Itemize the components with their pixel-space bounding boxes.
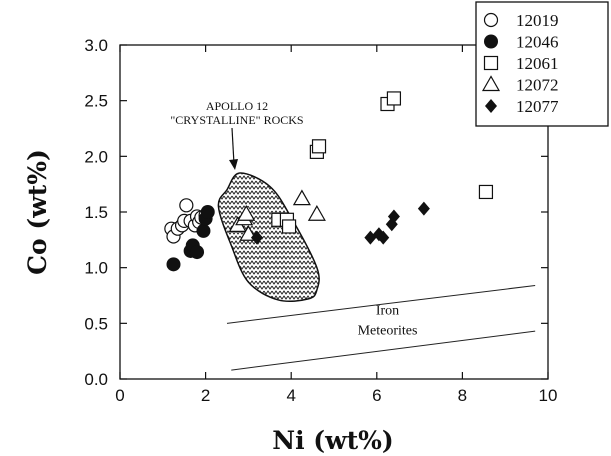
point-12061-open-square [281,219,297,234]
y-tick-label: 2.0 [84,147,108,166]
x-axis-title: Ni (wt%) [272,426,394,455]
region-label-arrow [231,127,235,165]
iron-meteorites-label-line2: Meteorites [358,323,418,338]
crystalline-rocks-region [217,172,320,303]
legend-marker-12072 [481,75,501,92]
legend-label-12019: 12019 [516,11,559,30]
point-12061-open-square [386,91,402,106]
legend-label-12046: 12046 [516,33,559,52]
point-12046-filled-circle [166,257,181,272]
annotations-layer: APOLLO 12 "CRYSTALLINE" ROCKS [170,99,304,170]
y-tick-label: 1.0 [84,259,108,278]
x-tick-label: 2 [201,386,210,405]
legend-marker-12019 [483,12,499,28]
point-12077-filled-diamond [387,209,400,224]
band-label-layer: Iron Meteorites [358,303,418,338]
iron-meteorite-boundary-line-2 [231,330,536,371]
y-tick-label: 3.0 [84,36,108,55]
y-tick-label: 0.5 [84,314,108,333]
point-12061-open-square [311,139,327,154]
axis-titles: Ni (wt%) Co (wt%) [23,149,394,455]
legend-items: 12019 12046 12061 12072 12077 [481,11,559,116]
y-axis-title: Co (wt%) [23,149,52,275]
y-tick-label: 0.0 [84,370,108,389]
point-12046-filled-circle [200,205,215,219]
region-label-arrowhead [229,159,238,170]
region-label-line2: "CRYSTALLINE" ROCKS [170,113,303,127]
point-12072-open-triangle [292,189,311,206]
x-tick-label: 4 [286,386,295,405]
legend-label-12061: 12061 [516,54,559,73]
point-12061-open-square [478,184,494,200]
iron-meteorite-boundary-line-1 [226,284,536,324]
point-12077-filled-diamond [250,230,263,245]
legend-marker-12077 [485,99,497,113]
points-layer [164,91,494,272]
x-tick-label: 6 [372,386,381,405]
region-label-line1: APOLLO 12 [206,99,268,113]
x-tick-label: 8 [458,386,467,405]
x-tick-label: 0 [115,386,124,405]
legend-marker-12061 [483,55,499,71]
legend-label-12072: 12072 [516,76,559,95]
y-tick-label: 1.5 [84,203,108,222]
point-12046-filled-circle [190,245,205,260]
legend-marker-12046 [484,34,498,49]
iron-meteorites-label-line1: Iron [376,303,399,318]
lines-layer [226,284,536,371]
legend: 12019 12046 12061 12072 12077 [475,1,609,127]
point-12072-open-triangle [307,205,326,221]
point-12077-filled-diamond [417,201,430,216]
y-tick-label: 2.5 [84,92,108,111]
point-12077-filled-diamond [377,230,390,245]
x-tick-label: 10 [539,386,558,405]
point-12019-open-circle [179,198,194,213]
point-12072-open-triangle [237,205,256,221]
region-layer [217,172,320,303]
legend-label-12077: 12077 [516,97,559,116]
point-12046-filled-circle [196,223,211,238]
